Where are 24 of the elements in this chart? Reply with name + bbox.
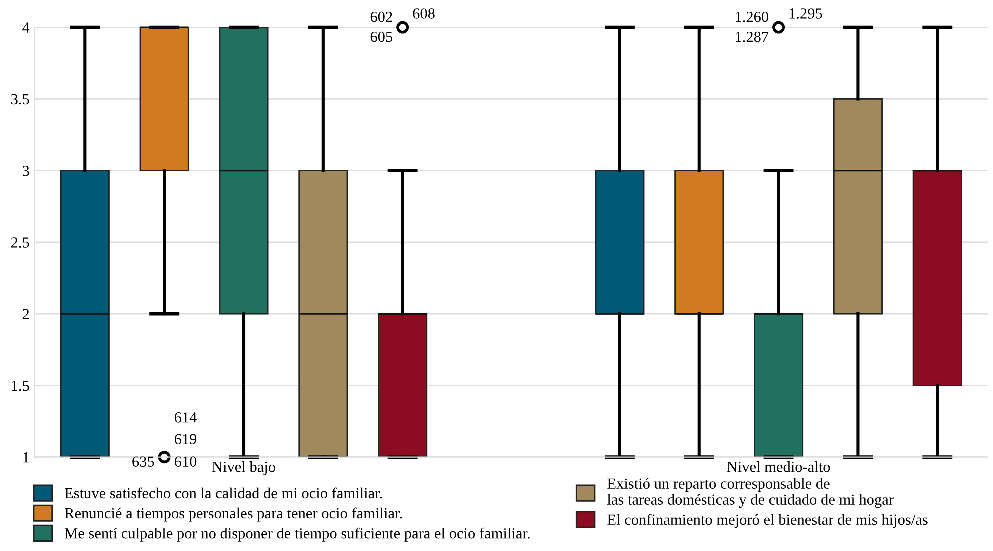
annotation: 1.287 (736, 32, 769, 42)
x-tick-label: Nivel medio-alto (727, 461, 830, 472)
y-tick-label: 1 (24, 452, 29, 463)
y-tick-label: 3.5 (12, 94, 30, 105)
legend-label: El confinamiento mejoró el bienestar de mis hijos/as (608, 514, 928, 528)
y-tick-label: 4 (22, 22, 30, 33)
text: 1.260 (736, 12, 768, 22)
annotation: 610 (174, 456, 197, 467)
x-tick-label: Nivel bajo (212, 461, 276, 476)
annotation: 635 (132, 456, 154, 467)
legend-label: Renuncié a tiempos personales para tener ocio familiar. (64, 508, 402, 522)
y-tick-label: 1.5 (12, 380, 30, 392)
annotation: 619 (174, 434, 197, 444)
legend-label: Me sentí culpable por no disponer de tiempo suficiente para el ocio familiar. (64, 528, 530, 542)
y-tick-label: 2 (22, 309, 30, 320)
y-tick-label: 2.5 (11, 238, 30, 248)
text: 602 (370, 12, 392, 22)
y-tick-label: 3 (22, 166, 30, 176)
text: 608 (413, 8, 435, 19)
text: 1.295 (790, 8, 822, 19)
legend-label: Estuve satisfecho con la calidad de mi ocio familiar. (64, 488, 382, 499)
annotation: 605 (370, 32, 393, 42)
annotation: 614 (174, 412, 197, 423)
legend-label: Existió un reparto corresponsable de las tareas domésticas y de cuidado de mi hogar (608, 478, 894, 508)
